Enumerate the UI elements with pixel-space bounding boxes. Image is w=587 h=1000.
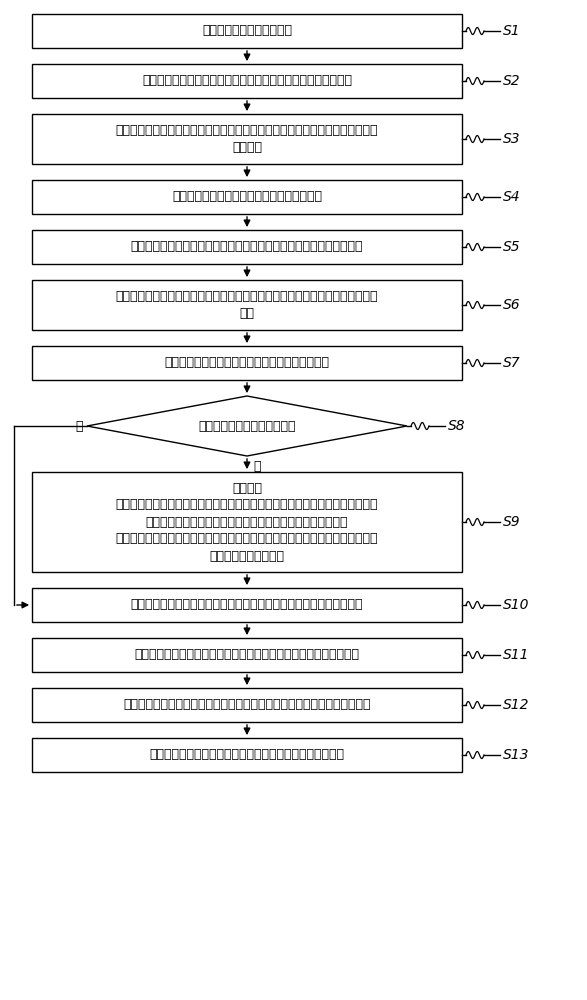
- Text: S5: S5: [503, 240, 521, 254]
- Text: 控制模块
根分拣机器人的位置以及扫描装置的位置为所述机器人规划第一行走路径，控制
分拣机器人根据所述第一行走路径通过扫描装置的扫描范围，
扫描装置在分拣机器人通: 控制模块 根分拣机器人的位置以及扫描装置的位置为所述机器人规划第一行走路径，控制…: [116, 482, 378, 562]
- Bar: [32, 180, 462, 214]
- Text: 控制模块在接收到地址信息后，根据包裹的地址信息确定目标集货容器: 控制模块在接收到地址信息后，根据包裹的地址信息确定目标集货容器: [131, 598, 363, 611]
- Text: 控制模块控制抓取装置将包裹放置在分拣机器人上: 控制模块控制抓取装置将包裹放置在分拣机器人上: [164, 357, 329, 369]
- Text: 控制模块是否接收到地址信息: 控制模块是否接收到地址信息: [198, 420, 296, 432]
- Bar: [32, 230, 462, 264]
- Text: 暂存容器接收待分拣的包裹: 暂存容器接收待分拣的包裹: [202, 24, 292, 37]
- Polygon shape: [87, 396, 407, 456]
- Bar: [32, 688, 462, 722]
- Text: 否: 否: [253, 460, 261, 473]
- Text: 控制模块根据图像信息确定包裹的位置，且至少根据包裹的位置计算抓取装置的
抓取路径: 控制模块根据图像信息确定包裹的位置，且至少根据包裹的位置计算抓取装置的 抓取路径: [116, 124, 378, 154]
- Text: 扫描装置在所述包裹翻转过程中对所述包裹进行扫描，并将扫描结果发送至控制
模块: 扫描装置在所述包裹翻转过程中对所述包裹进行扫描，并将扫描结果发送至控制 模块: [116, 290, 378, 320]
- Text: 视觉装置采集包裹的图像信息，并将该图像信息发送至控制模块: 视觉装置采集包裹的图像信息，并将该图像信息发送至控制模块: [142, 75, 352, 88]
- Bar: [32, 738, 462, 772]
- Bar: [32, 114, 462, 164]
- Text: 控制模块控制分拣机器人将所述包裹投递至目标集货容器中: 控制模块控制分拣机器人将所述包裹投递至目标集货容器中: [150, 748, 345, 762]
- Text: 控制模块根据目标集货容器所在位置为分拣机器人规划第二行走路径: 控制模块根据目标集货容器所在位置为分拣机器人规划第二行走路径: [134, 648, 359, 662]
- Text: S12: S12: [503, 698, 529, 712]
- Bar: [32, 588, 462, 622]
- Bar: [32, 280, 462, 330]
- Text: 控制模块根据抓取路径控制抓取装置抓取包裹: 控制模块根据抓取路径控制抓取装置抓取包裹: [172, 190, 322, 204]
- Text: 是: 是: [76, 420, 83, 432]
- Text: S10: S10: [503, 598, 529, 612]
- Text: S11: S11: [503, 648, 529, 662]
- Bar: [32, 638, 462, 672]
- Text: S3: S3: [503, 132, 521, 146]
- Text: S2: S2: [503, 74, 521, 88]
- Text: S4: S4: [503, 190, 521, 204]
- Text: S9: S9: [503, 515, 521, 529]
- Bar: [32, 472, 462, 572]
- Text: S8: S8: [448, 419, 465, 433]
- Text: S1: S1: [503, 24, 521, 38]
- Text: 控制模块控制分拣机器人根据第二行走路径运行至目标集货容器所在位置处: 控制模块控制分拣机器人根据第二行走路径运行至目标集货容器所在位置处: [123, 698, 371, 712]
- Text: 控制模块控制抓取装置将包裹放置在扫描装置的扫描范围内并翻转包裹: 控制模块控制抓取装置将包裹放置在扫描装置的扫描范围内并翻转包裹: [131, 240, 363, 253]
- Text: S13: S13: [503, 748, 529, 762]
- Text: S7: S7: [503, 356, 521, 370]
- Bar: [32, 14, 462, 48]
- Text: S6: S6: [503, 298, 521, 312]
- Bar: [32, 64, 462, 98]
- Bar: [32, 346, 462, 380]
